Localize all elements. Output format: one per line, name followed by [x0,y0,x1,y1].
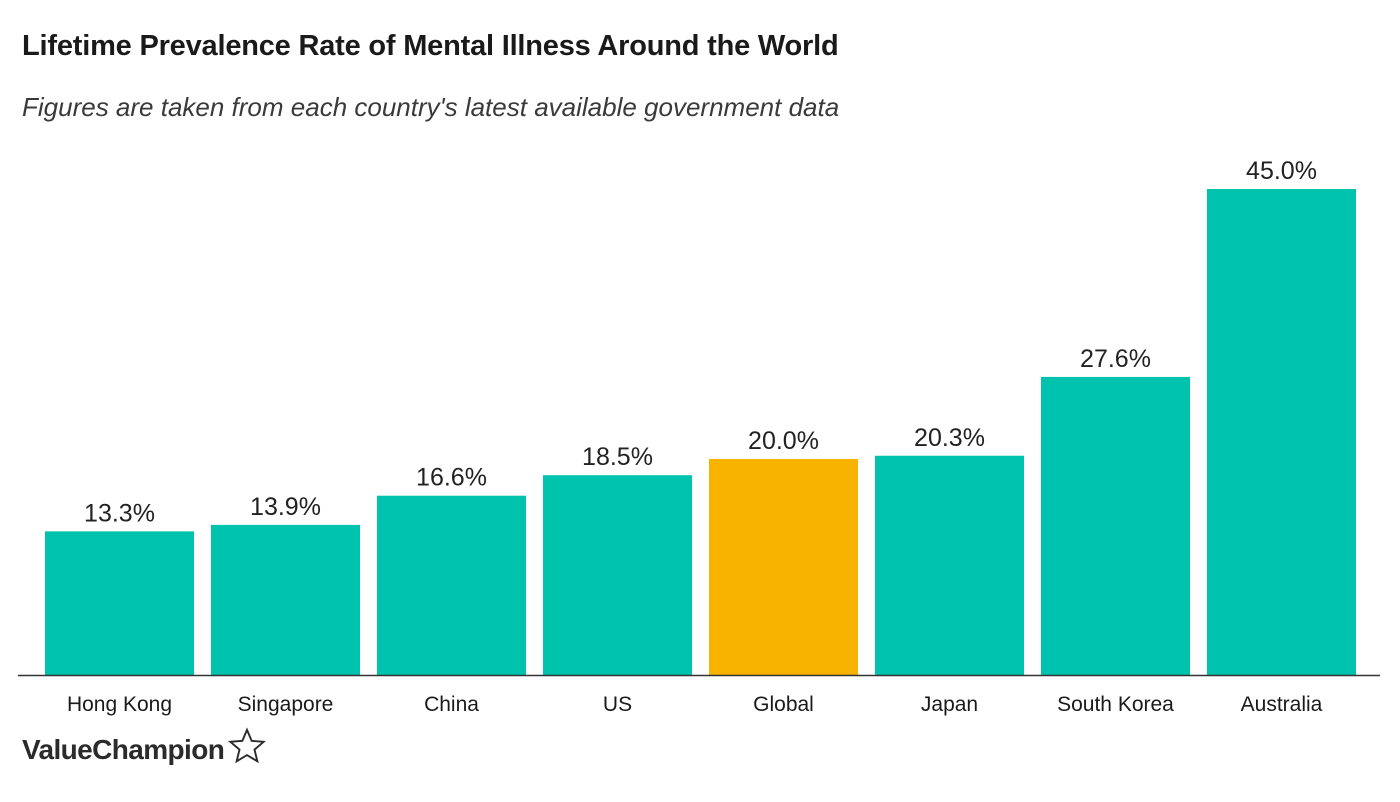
bar-global [709,459,858,675]
category-label-singapore: Singapore [238,693,334,716]
bar-hong-kong [45,531,194,675]
value-label-australia: 45.0% [1246,157,1317,185]
bar-china [377,495,526,675]
value-label-south-korea: 27.6% [1080,345,1151,373]
bar-south-korea [1041,376,1190,675]
value-label-hong-kong: 13.3% [84,499,155,527]
value-label-japan: 20.3% [914,424,985,452]
category-label-china: China [424,693,479,716]
category-label-australia: Australia [1241,693,1323,716]
bar-australia [1207,189,1356,675]
value-label-global: 20.0% [748,427,819,455]
bar-singapore [211,524,360,675]
bar-chart: 13.3% Hong Kong 13.9% Singapore 16.6% China 18… [18,157,1380,716]
brand-name: ValueChampion [22,734,225,765]
bar-japan [875,455,1024,675]
chart-subtitle: Figures are taken from each country's la… [22,92,840,122]
category-label-us: US [603,693,632,716]
chart-title: Lifetime Prevalence Rate of Mental Illne… [22,30,839,62]
category-label-japan: Japan [921,693,978,716]
value-label-singapore: 13.9% [250,493,321,521]
value-label-china: 16.6% [416,464,487,492]
bar-us [543,475,692,675]
value-label-us: 18.5% [582,443,653,471]
brand-logo: ValueChampion [22,727,267,770]
category-label-global: Global [753,693,814,716]
category-label-hong-kong: Hong Kong [67,693,172,716]
star-outline-icon [228,727,267,764]
category-label-south-korea: South Korea [1057,693,1174,716]
